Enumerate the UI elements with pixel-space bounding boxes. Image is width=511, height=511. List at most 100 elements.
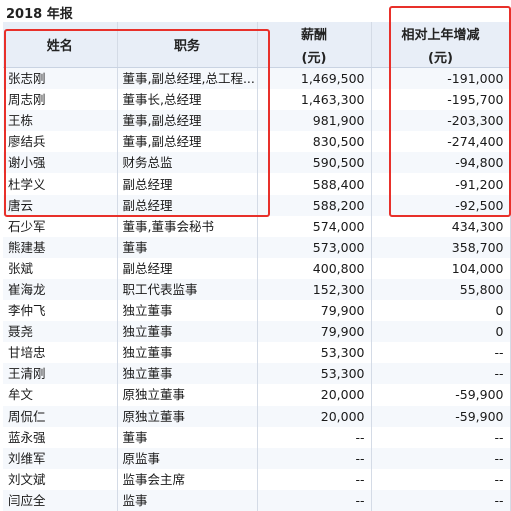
cell-change: --: [371, 447, 511, 469]
cell-name: 聂尧: [3, 321, 118, 343]
table-row[interactable]: 闫应全 监事 -- --: [3, 489, 511, 511]
cell-name: 王清刚: [3, 363, 118, 385]
cell-pay: --: [257, 447, 372, 469]
cell-change: -92,500: [371, 194, 511, 216]
cell-name: 蓝永强: [3, 426, 118, 448]
cell-name: 甘培忠: [3, 342, 118, 364]
cell-pay: 20,000: [257, 405, 372, 427]
cell-pay: 981,900: [257, 110, 372, 132]
cell-pay: 53,300: [257, 363, 372, 385]
cell-pay: 79,900: [257, 321, 372, 343]
table-row[interactable]: 王栋 董事,副总经理 981,900 -203,300: [3, 110, 511, 132]
table-row[interactable]: 聂尧 独立董事 79,900 0: [3, 321, 511, 343]
cell-name: 张斌: [3, 257, 118, 279]
compensation-table: 姓名 职务 薪酬 (元) 相对上年增减 (元) 张志刚 董事,副总经理,总工程..…: [3, 22, 511, 511]
table-row[interactable]: 廖结兵 董事,副总经理 830,500 -274,400: [3, 131, 511, 153]
cell-change: --: [371, 489, 511, 511]
cell-change: 55,800: [371, 278, 511, 301]
cell-name: 牟文: [3, 384, 118, 406]
cell-pay: 588,400: [257, 173, 372, 195]
cell-position: 监事会主席: [117, 468, 258, 490]
cell-change: -191,000: [371, 67, 511, 90]
cell-pay: 1,463,300: [257, 89, 372, 111]
cell-position: 董事: [117, 426, 258, 448]
cell-position: 独立董事: [117, 321, 258, 343]
header-name[interactable]: 姓名: [3, 22, 118, 68]
report-title: 2018 年报: [6, 7, 73, 22]
table-row[interactable]: 蓝永强 董事 -- --: [3, 426, 511, 448]
cell-name: 谢小强: [3, 152, 118, 174]
header-change[interactable]: 相对上年增减 (元): [371, 22, 511, 68]
cell-position: 职工代表监事: [117, 278, 258, 301]
table-row[interactable]: 唐云 副总经理 588,200 -92,500: [3, 194, 511, 216]
header-pay-unit: (元): [301, 50, 327, 66]
header-position[interactable]: 职务: [117, 22, 258, 68]
table-row[interactable]: 刘文斌 监事会主席 -- --: [3, 468, 511, 490]
cell-change: 0: [371, 300, 511, 322]
table-row[interactable]: 李仲飞 独立董事 79,900 0: [3, 300, 511, 322]
table-row[interactable]: 甘培忠 独立董事 53,300 --: [3, 342, 511, 364]
cell-position: 财务总监: [117, 152, 258, 174]
cell-position: 董事: [117, 236, 258, 258]
table-row[interactable]: 刘维军 原监事 -- --: [3, 447, 511, 469]
cell-position: 董事,董事会秘书: [117, 215, 258, 237]
cell-pay: 152,300: [257, 278, 372, 301]
cell-position: 董事,副总经理: [117, 131, 258, 153]
cell-change: 434,300: [371, 215, 511, 237]
cell-change: -203,300: [371, 110, 511, 132]
cell-name: 熊建基: [3, 236, 118, 258]
cell-position: 副总经理: [117, 173, 258, 195]
cell-position: 原监事: [117, 447, 258, 469]
cell-position: 独立董事: [117, 363, 258, 385]
cell-position: 独立董事: [117, 342, 258, 364]
header-change-unit: (元): [428, 50, 453, 66]
cell-change: -59,900: [371, 384, 511, 406]
cell-pay: --: [257, 468, 372, 490]
cell-name: 崔海龙: [3, 278, 118, 301]
table-row[interactable]: 张斌 副总经理 400,800 104,000: [3, 257, 511, 279]
table-row[interactable]: 谢小强 财务总监 590,500 -94,800: [3, 152, 511, 174]
table-row[interactable]: 崔海龙 职工代表监事 152,300 55,800: [3, 278, 511, 301]
cell-name: 周志刚: [3, 89, 118, 111]
cell-position: 副总经理: [117, 194, 258, 216]
table-row[interactable]: 熊建基 董事 573,000 358,700: [3, 236, 511, 258]
cell-name: 石少军: [3, 215, 118, 237]
cell-position: 副总经理: [117, 257, 258, 279]
cell-change: 358,700: [371, 236, 511, 258]
table-header-row: 姓名 职务 薪酬 (元) 相对上年增减 (元): [3, 22, 511, 68]
cell-change: --: [371, 363, 511, 385]
table-row[interactable]: 张志刚 董事,副总经理,总工程... 1,469,500 -191,000: [3, 67, 511, 90]
cell-name: 杜学义: [3, 173, 118, 195]
cell-pay: 1,469,500: [257, 67, 372, 90]
cell-name: 刘文斌: [3, 468, 118, 490]
cell-change: --: [371, 342, 511, 364]
cell-pay: 20,000: [257, 384, 372, 406]
table-row[interactable]: 周侃仁 原独立董事 20,000 -59,900: [3, 405, 511, 427]
cell-change: --: [371, 468, 511, 490]
cell-change: -94,800: [371, 152, 511, 174]
cell-name: 周侃仁: [3, 405, 118, 427]
header-pay[interactable]: 薪酬 (元): [257, 22, 372, 68]
cell-name: 闫应全: [3, 489, 118, 511]
cell-position: 原独立董事: [117, 384, 258, 406]
cell-change: 0: [371, 321, 511, 343]
cell-position: 监事: [117, 489, 258, 511]
table-body: 张志刚 董事,副总经理,总工程... 1,469,500 -191,000 周志刚 董事长…: [3, 67, 511, 511]
cell-change: --: [371, 426, 511, 448]
cell-position: 董事,副总经理: [117, 110, 258, 132]
cell-change: -59,900: [371, 405, 511, 427]
table-row[interactable]: 周志刚 董事长,总经理 1,463,300 -195,700: [3, 89, 511, 111]
table-row[interactable]: 牟文 原独立董事 20,000 -59,900: [3, 384, 511, 406]
cell-pay: --: [257, 426, 372, 448]
table-row[interactable]: 石少军 董事,董事会秘书 574,000 434,300: [3, 215, 511, 237]
cell-position: 独立董事: [117, 300, 258, 322]
cell-pay: 588,200: [257, 194, 372, 216]
cell-name: 张志刚: [3, 67, 118, 90]
table-row[interactable]: 王清刚 独立董事 53,300 --: [3, 363, 511, 385]
cell-change: -274,400: [371, 131, 511, 153]
cell-name: 唐云: [3, 194, 118, 216]
table-row[interactable]: 杜学义 副总经理 588,400 -91,200: [3, 173, 511, 195]
cell-position: 原独立董事: [117, 405, 258, 427]
cell-name: 王栋: [3, 110, 118, 132]
cell-name: 李仲飞: [3, 300, 118, 322]
